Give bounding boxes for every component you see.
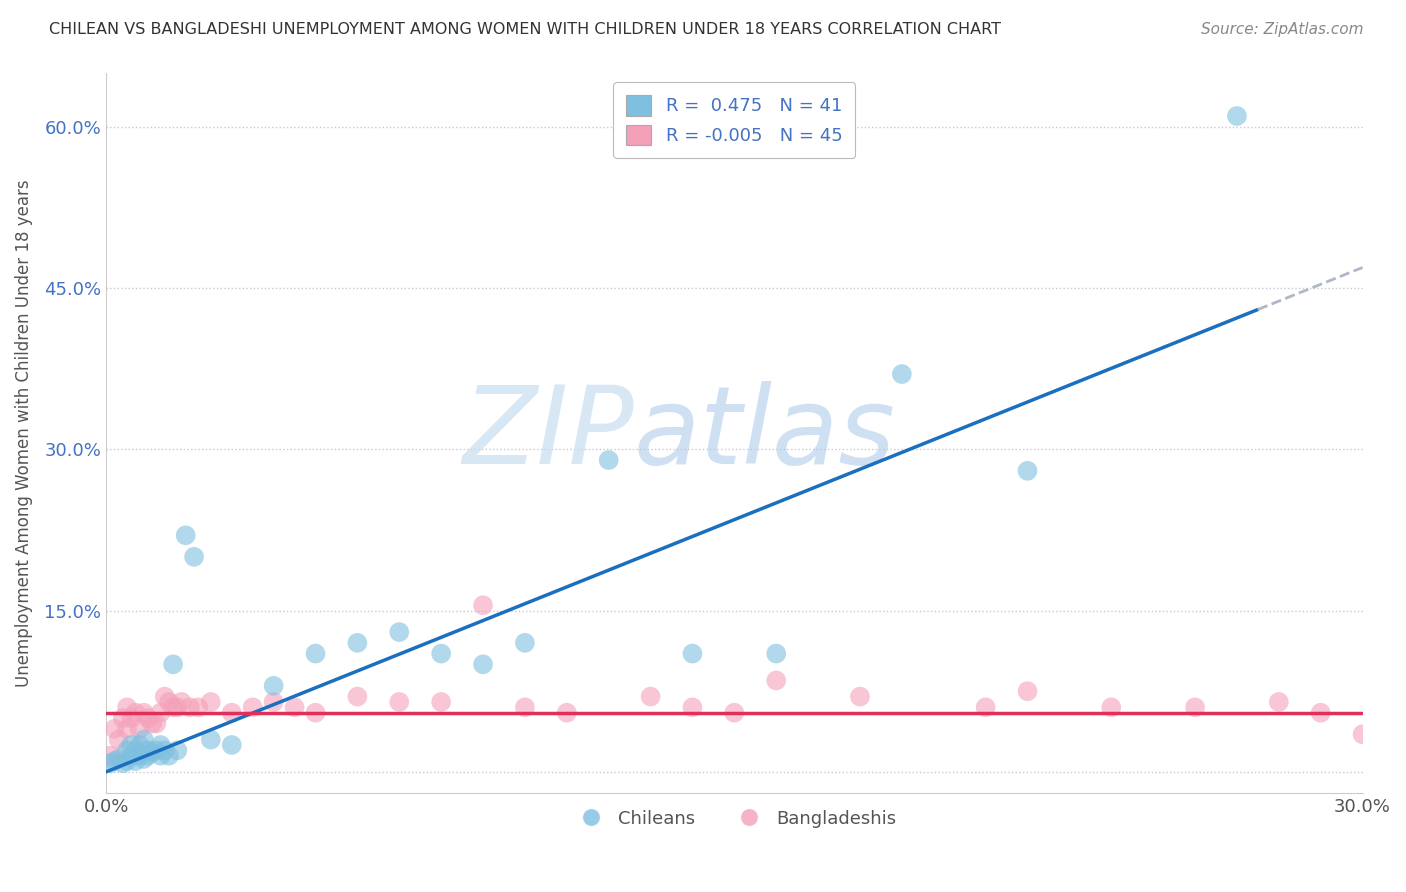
- Point: [128, 738, 150, 752]
- Point: [513, 700, 536, 714]
- Point: [513, 636, 536, 650]
- Point: [124, 754, 146, 768]
- Point: [640, 690, 662, 704]
- Point: [430, 695, 453, 709]
- Point: [157, 748, 180, 763]
- Point: [162, 700, 184, 714]
- Point: [388, 625, 411, 640]
- Point: [472, 598, 495, 612]
- Point: [98, 748, 121, 763]
- Point: [136, 711, 159, 725]
- Point: [1017, 464, 1039, 478]
- Point: [183, 549, 205, 564]
- Point: [111, 756, 134, 771]
- Point: [145, 743, 167, 757]
- Point: [115, 700, 138, 714]
- Point: [145, 716, 167, 731]
- Point: [136, 743, 159, 757]
- Point: [124, 743, 146, 757]
- Point: [849, 690, 872, 704]
- Point: [107, 752, 129, 766]
- Point: [124, 706, 146, 720]
- Point: [141, 746, 163, 760]
- Point: [149, 738, 172, 752]
- Point: [162, 657, 184, 672]
- Point: [103, 754, 125, 768]
- Point: [128, 722, 150, 736]
- Point: [284, 700, 307, 714]
- Point: [1226, 109, 1249, 123]
- Point: [115, 743, 138, 757]
- Point: [200, 695, 222, 709]
- Point: [263, 679, 285, 693]
- Point: [263, 695, 285, 709]
- Point: [765, 673, 787, 688]
- Legend: Chileans, Bangladeshis: Chileans, Bangladeshis: [565, 802, 904, 835]
- Y-axis label: Unemployment Among Women with Children Under 18 years: Unemployment Among Women with Children U…: [15, 179, 32, 687]
- Point: [120, 738, 142, 752]
- Point: [765, 647, 787, 661]
- Point: [200, 732, 222, 747]
- Text: atlas: atlas: [634, 381, 896, 485]
- Point: [179, 700, 201, 714]
- Point: [304, 647, 326, 661]
- Point: [132, 732, 155, 747]
- Point: [115, 754, 138, 768]
- Point: [346, 636, 368, 650]
- Point: [136, 748, 159, 763]
- Point: [681, 647, 703, 661]
- Text: CHILEAN VS BANGLADESHI UNEMPLOYMENT AMONG WOMEN WITH CHILDREN UNDER 18 YEARS COR: CHILEAN VS BANGLADESHI UNEMPLOYMENT AMON…: [49, 22, 1001, 37]
- Point: [472, 657, 495, 672]
- Point: [304, 706, 326, 720]
- Point: [103, 722, 125, 736]
- Point: [153, 690, 176, 704]
- Point: [221, 706, 243, 720]
- Point: [132, 706, 155, 720]
- Point: [157, 695, 180, 709]
- Point: [107, 732, 129, 747]
- Point: [555, 706, 578, 720]
- Point: [98, 756, 121, 771]
- Text: ZIP: ZIP: [463, 381, 634, 485]
- Point: [430, 647, 453, 661]
- Point: [1309, 706, 1331, 720]
- Point: [1184, 700, 1206, 714]
- Point: [149, 748, 172, 763]
- Point: [242, 700, 264, 714]
- Point: [221, 738, 243, 752]
- Point: [132, 752, 155, 766]
- Point: [1099, 700, 1122, 714]
- Point: [723, 706, 745, 720]
- Point: [1351, 727, 1374, 741]
- Point: [974, 700, 997, 714]
- Point: [681, 700, 703, 714]
- Point: [1268, 695, 1291, 709]
- Point: [170, 695, 193, 709]
- Point: [174, 528, 197, 542]
- Point: [153, 743, 176, 757]
- Point: [149, 706, 172, 720]
- Point: [187, 700, 209, 714]
- Text: Source: ZipAtlas.com: Source: ZipAtlas.com: [1201, 22, 1364, 37]
- Point: [1017, 684, 1039, 698]
- Point: [128, 748, 150, 763]
- Point: [598, 453, 620, 467]
- Point: [166, 700, 188, 714]
- Point: [120, 748, 142, 763]
- Point: [346, 690, 368, 704]
- Point: [111, 711, 134, 725]
- Point: [115, 722, 138, 736]
- Point: [166, 743, 188, 757]
- Point: [388, 695, 411, 709]
- Point: [141, 716, 163, 731]
- Point: [890, 367, 912, 381]
- Point: [120, 711, 142, 725]
